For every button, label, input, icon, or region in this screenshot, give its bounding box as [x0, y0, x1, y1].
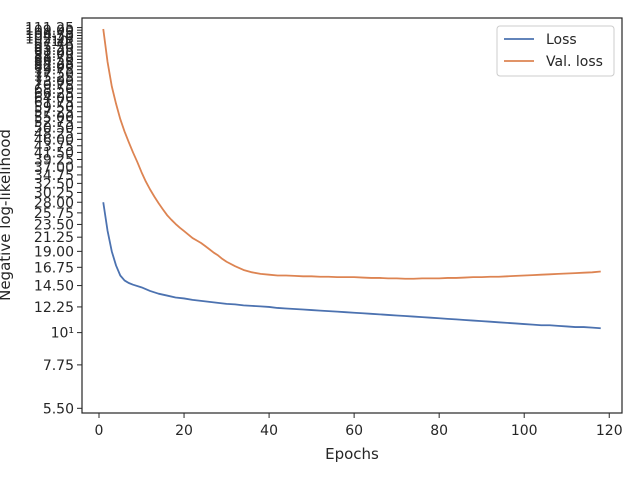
- y-tick-label: 46.00: [34, 132, 74, 148]
- x-tick-label: 80: [430, 423, 448, 439]
- y-tick-label: 102.25: [25, 31, 74, 47]
- x-tick-label: 20: [175, 423, 193, 439]
- y-tick-label: 19.00: [34, 244, 74, 260]
- y-tick-label: 10²: [51, 34, 74, 50]
- y-tick-label: 41.50: [34, 145, 74, 161]
- y-tick-label: 106.75: [25, 26, 74, 42]
- y-tick-label: 14.50: [34, 279, 74, 295]
- y-tick-label: 25.75: [34, 206, 74, 222]
- y-tick-label: 104.50: [25, 29, 74, 45]
- y-tick-label: 75.25: [34, 70, 74, 86]
- y-axis-ticks: 5.50 7.75 10¹ 12.25 14.50 16.7519.0021.2523.5…: [25, 21, 82, 417]
- y-tick-label: 93.25: [34, 43, 74, 59]
- y-tick-label: 84.25: [34, 56, 74, 72]
- x-tick-label: 60: [345, 423, 363, 439]
- y-tick-label: 16.75: [34, 260, 74, 276]
- y-tick-label: 86.50: [34, 52, 74, 68]
- x-tick-label: 120: [596, 423, 623, 439]
- y-tick-label: 34.75: [34, 168, 74, 184]
- y-tick-label: 91.00: [34, 46, 74, 62]
- y-tick-label: 28.00: [34, 195, 74, 211]
- series-line-val-loss: [102, 28, 601, 280]
- y-tick-label: 68.50: [34, 82, 74, 98]
- y-tick-label: 88.75: [34, 49, 74, 65]
- y-tick-label: 32.50: [34, 176, 74, 192]
- y-tick-label: 52.75: [34, 115, 74, 131]
- y-tick-label: 50.50: [34, 121, 74, 137]
- y-tick-label: 109.00: [25, 23, 74, 39]
- y-tick-label: 37.00: [34, 160, 74, 176]
- y-tick-label: 43.75: [34, 139, 74, 155]
- y-tick-label: 55.00: [34, 110, 74, 126]
- y-tick-label: 12.25: [34, 300, 74, 316]
- y-axis-label: Negative log-likelihood: [0, 129, 14, 301]
- y-tick-label: 70.75: [34, 78, 74, 94]
- y-tick-label: 10¹: [51, 326, 74, 342]
- x-axis-ticks: 0 20 40 60 80 100 120: [95, 413, 623, 439]
- y-tick-label: 97.75: [34, 37, 74, 53]
- series-line-loss: [102, 202, 601, 330]
- x-axis-label: Epochs: [325, 445, 379, 463]
- series-layer: [102, 28, 601, 330]
- y-tick-label: 57.25: [34, 105, 74, 121]
- y-tick-label: 48.25: [34, 126, 74, 142]
- x-tick-label: 0: [95, 423, 104, 439]
- plot-frame: [81, 17, 623, 414]
- y-tick-label: 59.50: [34, 100, 74, 116]
- y-tick-label: 7.75: [43, 358, 74, 374]
- y-tick-label: 66.25: [34, 86, 74, 102]
- y-tick-label: 73.00: [34, 74, 74, 90]
- legend-label-val-loss: Val. loss: [546, 54, 603, 70]
- y-tick-label: 111.25: [25, 21, 74, 37]
- y-tick-label: 30.25: [34, 185, 74, 201]
- y-tick-label: 79.75: [34, 63, 74, 79]
- y-tick-label: 64.00: [34, 91, 74, 107]
- y-tick-label: 21.25: [34, 230, 74, 246]
- y-tick-label: 39.25: [34, 152, 74, 168]
- y-tick-label: 95.50: [34, 40, 74, 56]
- legend-label-loss: Loss: [546, 32, 577, 48]
- y-tick-label: 5.50: [43, 401, 74, 417]
- legend: Loss Val. loss: [496, 25, 615, 77]
- y-tick-label: 77.50: [34, 66, 74, 82]
- x-tick-label: 40: [260, 423, 278, 439]
- y-tick-label: 82.00: [34, 59, 74, 75]
- y-tick-label: 61.75: [34, 95, 74, 111]
- x-tick-label: 100: [511, 423, 538, 439]
- y-tick-label: 23.50: [34, 217, 74, 233]
